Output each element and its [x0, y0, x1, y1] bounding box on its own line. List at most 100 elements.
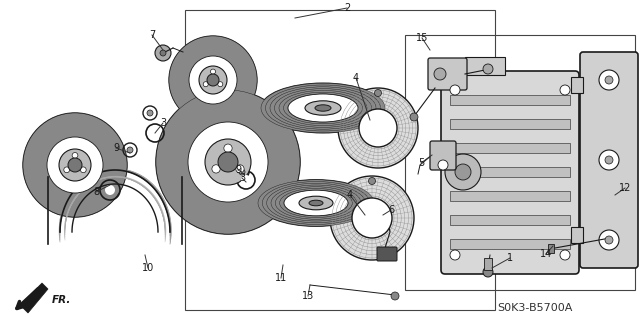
Text: 3: 3	[239, 173, 245, 183]
Ellipse shape	[262, 182, 370, 225]
Bar	[450, 143, 570, 153]
Circle shape	[218, 82, 223, 87]
Circle shape	[330, 176, 414, 260]
Circle shape	[189, 56, 237, 104]
Circle shape	[239, 169, 245, 175]
Circle shape	[211, 69, 216, 74]
Circle shape	[161, 94, 296, 229]
Circle shape	[181, 115, 275, 209]
Ellipse shape	[288, 94, 358, 122]
Ellipse shape	[272, 88, 374, 128]
Text: 14: 14	[540, 249, 552, 259]
Circle shape	[410, 113, 418, 121]
Circle shape	[599, 150, 619, 170]
Ellipse shape	[275, 187, 356, 219]
Circle shape	[45, 135, 106, 196]
Circle shape	[445, 154, 481, 190]
Circle shape	[183, 50, 243, 110]
Circle shape	[170, 104, 286, 220]
Circle shape	[181, 48, 245, 112]
Bar	[450, 215, 570, 225]
Text: 6: 6	[388, 205, 394, 215]
Circle shape	[177, 44, 249, 116]
Text: 3: 3	[160, 118, 166, 128]
Ellipse shape	[273, 186, 359, 220]
Circle shape	[204, 82, 208, 87]
Text: 10: 10	[142, 263, 154, 273]
Ellipse shape	[305, 101, 341, 115]
Text: 15: 15	[416, 33, 428, 43]
FancyBboxPatch shape	[428, 58, 467, 90]
Circle shape	[455, 164, 471, 180]
FancyBboxPatch shape	[430, 141, 456, 170]
Text: 13: 13	[302, 291, 314, 301]
Circle shape	[605, 156, 613, 164]
Circle shape	[212, 165, 220, 173]
Ellipse shape	[268, 86, 378, 130]
Circle shape	[26, 115, 125, 215]
Circle shape	[172, 106, 284, 218]
Circle shape	[188, 122, 268, 202]
Bar	[450, 239, 570, 249]
FancyBboxPatch shape	[580, 52, 638, 268]
Circle shape	[105, 185, 115, 195]
Circle shape	[28, 118, 122, 212]
Ellipse shape	[288, 94, 358, 122]
Polygon shape	[20, 283, 48, 313]
Text: 4: 4	[347, 190, 353, 200]
Circle shape	[359, 109, 397, 147]
Circle shape	[171, 38, 255, 122]
FancyBboxPatch shape	[441, 71, 579, 274]
Circle shape	[147, 110, 153, 116]
Circle shape	[438, 160, 448, 170]
Circle shape	[156, 90, 300, 234]
Circle shape	[168, 101, 289, 223]
Circle shape	[165, 99, 291, 225]
Ellipse shape	[275, 89, 371, 127]
Bar	[548, 244, 554, 253]
Circle shape	[218, 152, 238, 172]
Ellipse shape	[266, 85, 381, 131]
Text: 5: 5	[418, 158, 424, 168]
FancyBboxPatch shape	[377, 247, 397, 261]
Circle shape	[450, 250, 460, 260]
Ellipse shape	[271, 185, 361, 221]
Ellipse shape	[258, 180, 374, 226]
Ellipse shape	[285, 93, 360, 123]
Bar	[450, 167, 570, 177]
Circle shape	[179, 113, 277, 211]
Text: 1: 1	[507, 253, 513, 263]
Circle shape	[187, 54, 239, 106]
Circle shape	[173, 40, 253, 120]
Circle shape	[64, 167, 70, 173]
Ellipse shape	[260, 181, 372, 225]
Circle shape	[605, 76, 613, 84]
Circle shape	[560, 250, 570, 260]
Ellipse shape	[269, 184, 363, 222]
Circle shape	[560, 85, 570, 95]
Circle shape	[450, 85, 460, 95]
Ellipse shape	[284, 190, 348, 216]
Circle shape	[352, 198, 392, 238]
Circle shape	[169, 36, 257, 124]
Ellipse shape	[278, 188, 355, 219]
Circle shape	[207, 74, 219, 86]
Ellipse shape	[263, 84, 383, 132]
Circle shape	[30, 120, 120, 210]
Ellipse shape	[299, 196, 333, 210]
Circle shape	[23, 113, 127, 217]
Text: 9: 9	[235, 165, 241, 175]
Circle shape	[185, 52, 241, 108]
Circle shape	[33, 122, 117, 207]
Circle shape	[35, 125, 115, 205]
Circle shape	[205, 139, 251, 185]
Bar	[450, 119, 570, 129]
Circle shape	[599, 70, 619, 90]
Ellipse shape	[279, 90, 367, 126]
Circle shape	[338, 88, 418, 168]
Circle shape	[169, 36, 257, 124]
Circle shape	[241, 175, 251, 185]
Text: 8: 8	[93, 187, 99, 197]
Circle shape	[42, 132, 108, 198]
Ellipse shape	[270, 87, 376, 129]
